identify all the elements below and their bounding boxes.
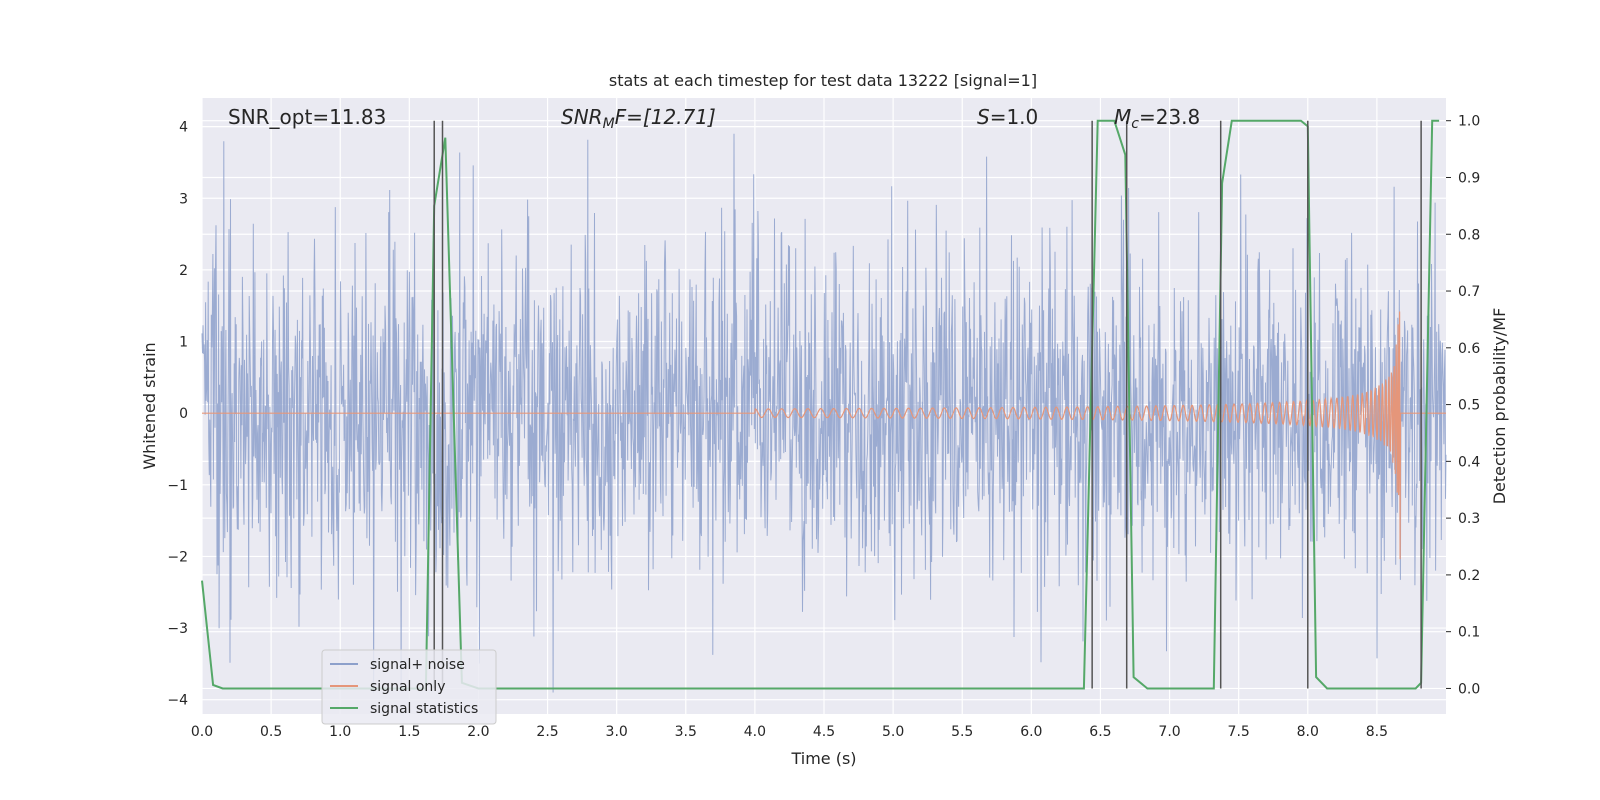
vertical-markers [433, 120, 1422, 689]
y-right-tick-label: 0.2 [1458, 568, 1480, 584]
noise-trace [201, 133, 1447, 693]
mc-main: M [1114, 105, 1131, 129]
x-tick-label: 1.0 [329, 724, 351, 740]
signal-only-series [202, 311, 1446, 560]
y-tick-label: 3 [179, 191, 188, 207]
x-tick-label: 4.0 [744, 724, 766, 740]
y-right-tick-label: 0.3 [1458, 511, 1480, 527]
y-right-tick-label: 0.1 [1458, 625, 1480, 641]
y-tick-label: −3 [167, 621, 188, 637]
y-right-tick-label: 0.5 [1458, 398, 1480, 414]
x-axis-ticks: 0.0 0.5 1.0 1.5 2.0 2.5 3.0 3.5 4.0 4.5 5.0 5.5 6.0 6… [191, 724, 1388, 740]
x-tick-label: 8.5 [1366, 724, 1388, 740]
x-tick-label: 1.5 [398, 724, 420, 740]
y-right-tick-label: 0.7 [1458, 284, 1480, 300]
x-tick-label: 3.0 [606, 724, 628, 740]
y-right-tick-label: 1.0 [1458, 114, 1480, 130]
y-axis-right-label: Detection probability/MF [1490, 308, 1509, 505]
mc-sub: c [1131, 116, 1139, 132]
legend-label-statistics: signal statistics [370, 701, 478, 717]
signal-plus-noise-series [201, 133, 1447, 693]
x-tick-label: 5.0 [882, 724, 904, 740]
x-tick-label: 0.5 [260, 724, 282, 740]
snr-mf-annotation: SNRMF=[12.71] [561, 105, 716, 132]
snr-mf-main: SNR [561, 105, 603, 129]
x-tick-label: 7.0 [1158, 724, 1180, 740]
x-tick-label: 5.5 [951, 724, 973, 740]
x-tick-label: 8.0 [1297, 724, 1319, 740]
snr-opt-annotation: SNR_opt=11.83 [228, 105, 386, 129]
y-axis-right-ticks: 1.0 0.9 0.8 0.7 0.6 0.5 0.4 0.3 0.2 0.1 0.0 [1446, 114, 1480, 697]
x-tick-label: 2.5 [536, 724, 558, 740]
s-annotation: S=1.0 [977, 105, 1038, 129]
y-tick-label: −1 [167, 478, 188, 494]
signal-trace [202, 311, 1446, 560]
legend-label-signal: signal only [370, 679, 445, 695]
legend-label-noise: signal+ noise [370, 657, 465, 673]
x-tick-label: 3.5 [675, 724, 697, 740]
snr-mf-rest: F=[12.71] [615, 105, 716, 129]
y-tick-label: −2 [167, 549, 188, 565]
legend: signal+ noise signal only signal statist… [321, 649, 497, 725]
x-tick-label: 2.0 [467, 724, 489, 740]
x-tick-label: 6.0 [1020, 724, 1042, 740]
y-right-tick-label: 0.9 [1458, 170, 1480, 186]
y-right-tick-label: 0.4 [1458, 454, 1480, 470]
y-tick-label: 2 [179, 263, 188, 279]
legend-box [321, 649, 497, 725]
y-axis-ticks: 4 3 2 1 0 −1 −2 −3 −4 [167, 120, 188, 709]
s-rest: =1.0 [990, 105, 1039, 129]
statistics-trace [201, 119, 1440, 690]
y-tick-label: 4 [179, 120, 188, 136]
y-right-tick-label: 0.6 [1458, 341, 1480, 357]
s-main: S [977, 105, 990, 129]
y-axis-label: Whitened strain [140, 342, 159, 469]
chart-title: stats at each timestep for test data 132… [609, 71, 1037, 90]
x-tick-label: 7.5 [1228, 724, 1250, 740]
y-right-tick-label: 0.0 [1458, 681, 1480, 697]
signal-statistics-series [201, 119, 1440, 690]
y-right-tick-label: 0.8 [1458, 227, 1480, 243]
y-tick-label: 0 [179, 406, 188, 422]
y-tick-label: −4 [167, 693, 188, 709]
y-tick-label: 1 [179, 335, 188, 351]
mc-rest: =23.8 [1139, 105, 1200, 129]
x-axis-label: Time (s) [790, 749, 856, 768]
x-tick-label: 4.5 [813, 724, 835, 740]
mc-annotation: Mc=23.8 [1114, 105, 1200, 132]
x-tick-label: 6.5 [1089, 724, 1111, 740]
snr-mf-sub: M [603, 116, 615, 132]
x-tick-label: 0.0 [191, 724, 213, 740]
